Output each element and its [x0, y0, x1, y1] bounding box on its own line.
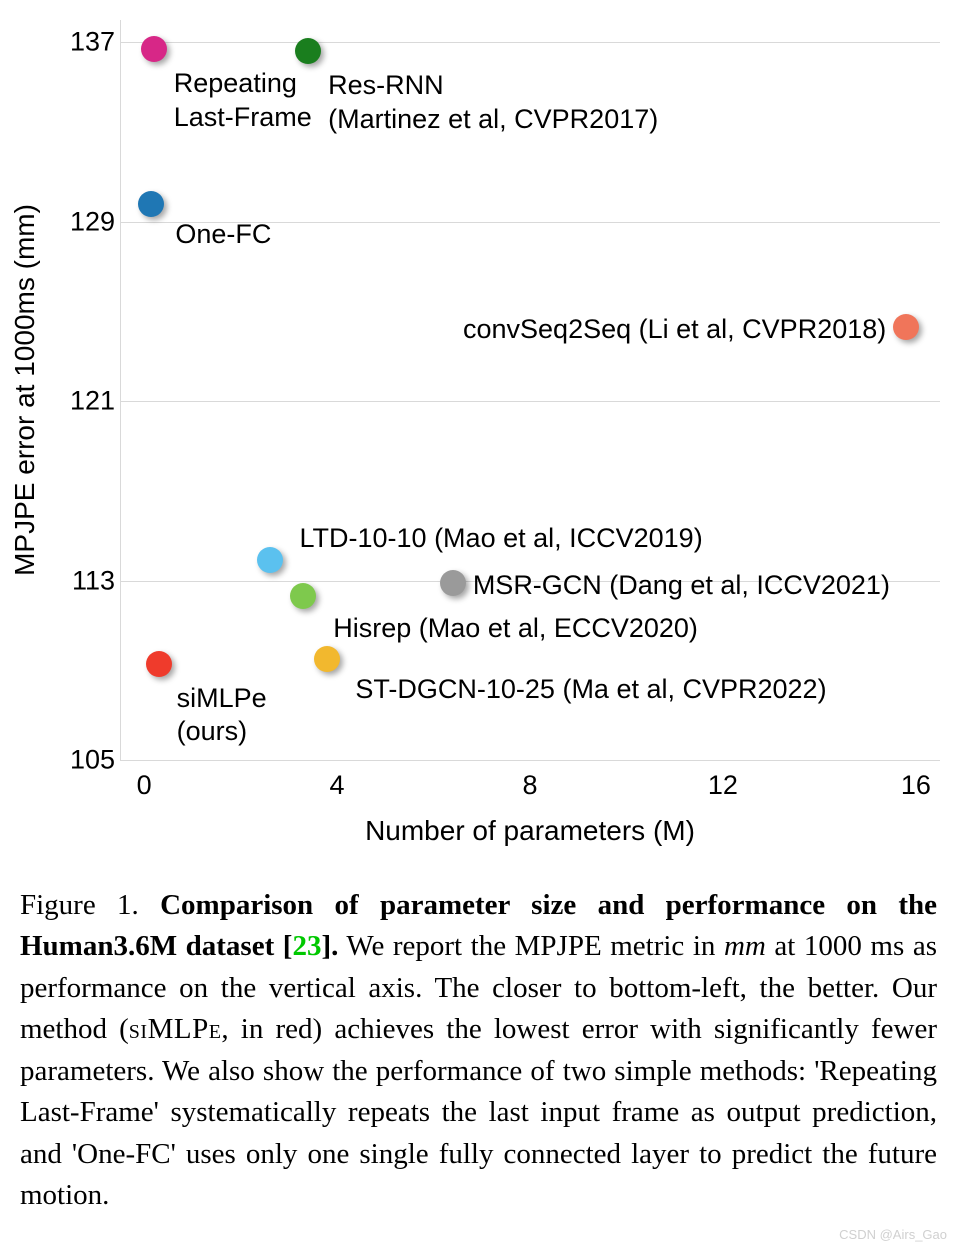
data-point-msrgcn — [440, 570, 466, 596]
data-point-repeating — [141, 36, 167, 62]
citation-ref: 23 — [292, 930, 321, 962]
point-label-repeating: RepeatingLast-Frame — [174, 67, 312, 135]
figure-caption: Figure 1. Comparison of parameter size a… — [20, 885, 937, 1217]
point-label-hisrep: Hisrep (Mao et al, ECCV2020) — [333, 612, 698, 646]
chart-container: RepeatingLast-FrameRes-RNN(Martinez et a… — [0, 0, 957, 880]
data-point-onefc — [138, 191, 164, 217]
point-label-ltd: LTD-10-10 (Mao et al, ICCV2019) — [300, 522, 703, 556]
y-axis-spine — [120, 20, 121, 760]
caption-body: We report the MPJPE metric in — [338, 930, 724, 962]
gridline — [120, 42, 940, 43]
x-tick-label: 16 — [901, 770, 931, 801]
x-tick-label: 12 — [708, 770, 738, 801]
data-point-hisrep — [290, 583, 316, 609]
y-tick-label: 129 — [70, 206, 115, 237]
point-label-convseq: convSeq2Seq (Li et al, CVPR2018) — [463, 313, 886, 347]
point-label-resrnn: Res-RNN(Martinez et al, CVPR2017) — [328, 69, 658, 137]
x-tick-label: 8 — [522, 770, 537, 801]
data-point-simlpe — [146, 651, 172, 677]
watermark: CSDN @Airs_Gao — [839, 1227, 947, 1242]
data-point-ltd — [257, 547, 283, 573]
gridline — [120, 401, 940, 402]
point-label-onefc: One-FC — [175, 218, 271, 252]
point-label-stdgcn: ST-DGCN-10-25 (Ma et al, CVPR2022) — [355, 673, 826, 707]
plot-area: RepeatingLast-FrameRes-RNN(Martinez et a… — [120, 20, 940, 760]
y-axis-label: MPJPE error at 1000ms (mm) — [9, 204, 41, 576]
x-tick-label: 0 — [137, 770, 152, 801]
data-point-convseq — [893, 314, 919, 340]
y-tick-label: 105 — [70, 745, 115, 776]
y-tick-label: 121 — [70, 386, 115, 417]
caption-prefix: Figure 1. — [20, 889, 160, 921]
data-point-stdgcn — [314, 646, 340, 672]
x-tick-label: 4 — [330, 770, 345, 801]
point-label-msrgcn: MSR-GCN (Dang et al, ICCV2021) — [473, 569, 890, 603]
gridline — [120, 760, 940, 761]
caption-mm: mm — [724, 930, 766, 962]
y-tick-label: 113 — [72, 565, 115, 596]
data-point-resrnn — [295, 38, 321, 64]
y-tick-label: 137 — [70, 27, 115, 58]
point-label-simlpe: siMLPe(ours) — [177, 682, 267, 750]
x-axis-label: Number of parameters (M) — [365, 815, 695, 847]
method-name: siMLPe — [129, 1013, 222, 1045]
